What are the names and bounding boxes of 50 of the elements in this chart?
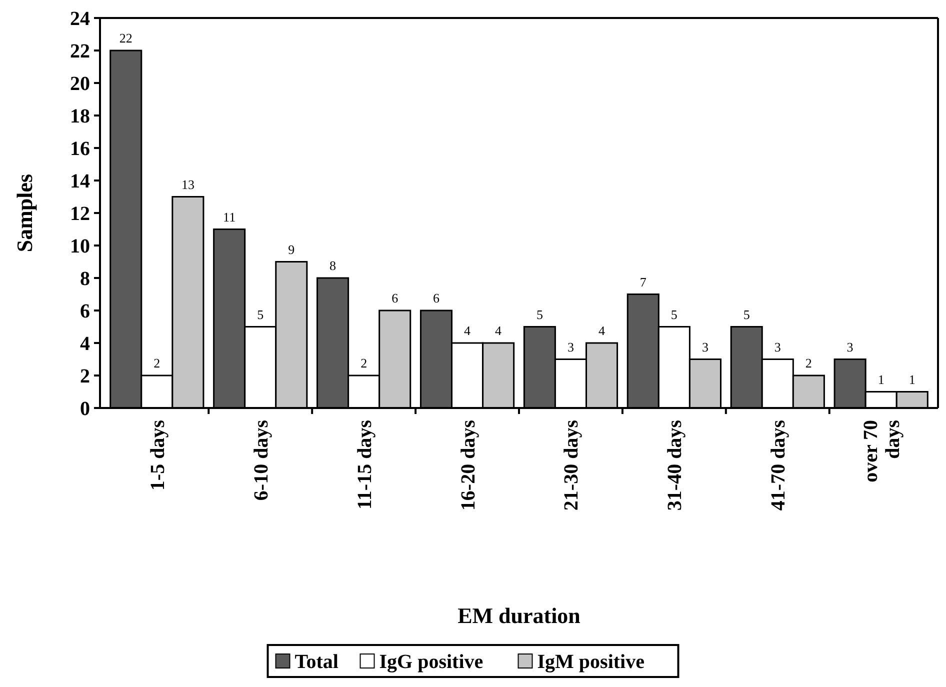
- data-label: 13: [181, 176, 194, 192]
- data-label: 4: [598, 323, 606, 338]
- legend-label: Total: [294, 651, 339, 673]
- y-tick-label: 8: [80, 268, 90, 290]
- data-label: 2: [360, 356, 368, 370]
- data-label: 5: [743, 306, 750, 322]
- legend-label: IgG positive: [379, 651, 484, 673]
- y-tick-label: 18: [70, 106, 90, 128]
- y-tick-label: 16: [70, 138, 90, 160]
- y-tick-label: 24: [70, 8, 90, 30]
- y-tick-label: 14: [70, 170, 90, 192]
- data-label: 1: [908, 372, 916, 387]
- data-label: 9: [288, 242, 295, 257]
- x-axis-title: EM duration: [458, 603, 580, 628]
- data-label: 4: [464, 323, 472, 338]
- data-label: 6: [432, 290, 440, 306]
- data-label: 2: [805, 356, 812, 370]
- data-label: 5: [536, 306, 543, 322]
- x-tick-label: 1-5 days: [146, 420, 169, 491]
- data-label: 5: [670, 306, 678, 322]
- y-tick-label: 2: [80, 366, 90, 388]
- y-tick-label: 22: [70, 40, 90, 62]
- data-label: 22: [119, 30, 132, 46]
- x-tick-label: 11-15 days: [354, 420, 376, 510]
- y-tick-label: 10: [70, 236, 90, 258]
- data-label: 3: [846, 339, 854, 354]
- y-tick-label: 12: [70, 203, 90, 225]
- data-label: 6: [392, 290, 399, 306]
- data-label: 7: [640, 274, 647, 290]
- data-label: 3: [567, 339, 574, 354]
- x-tick-label: 16-20 days: [457, 420, 480, 511]
- data-label: 3: [702, 339, 708, 354]
- data-label: 8: [330, 258, 336, 273]
- x-tick-label: 6-10 days: [250, 420, 272, 501]
- data-label: 3: [774, 339, 781, 354]
- legend-label: IgM positive: [537, 651, 645, 673]
- x-tick-label: over 70 days: [860, 420, 904, 482]
- data-label: 2: [154, 356, 160, 370]
- x-tick-label: 31-40 days: [664, 420, 686, 511]
- data-label: 1: [878, 372, 884, 387]
- y-tick-label: 20: [70, 73, 90, 95]
- y-tick-label: 6: [80, 300, 90, 322]
- y-tick-label: 0: [80, 398, 90, 420]
- data-label: 11: [223, 209, 236, 224]
- data-label: 4: [495, 323, 502, 338]
- y-tick-label: 4: [80, 333, 90, 355]
- x-tick-label: 41-70 days: [768, 420, 790, 511]
- y-axis-title: Samples: [12, 173, 37, 252]
- data-label: 5: [257, 306, 264, 322]
- x-tick-label: 21-30 days: [560, 420, 583, 511]
